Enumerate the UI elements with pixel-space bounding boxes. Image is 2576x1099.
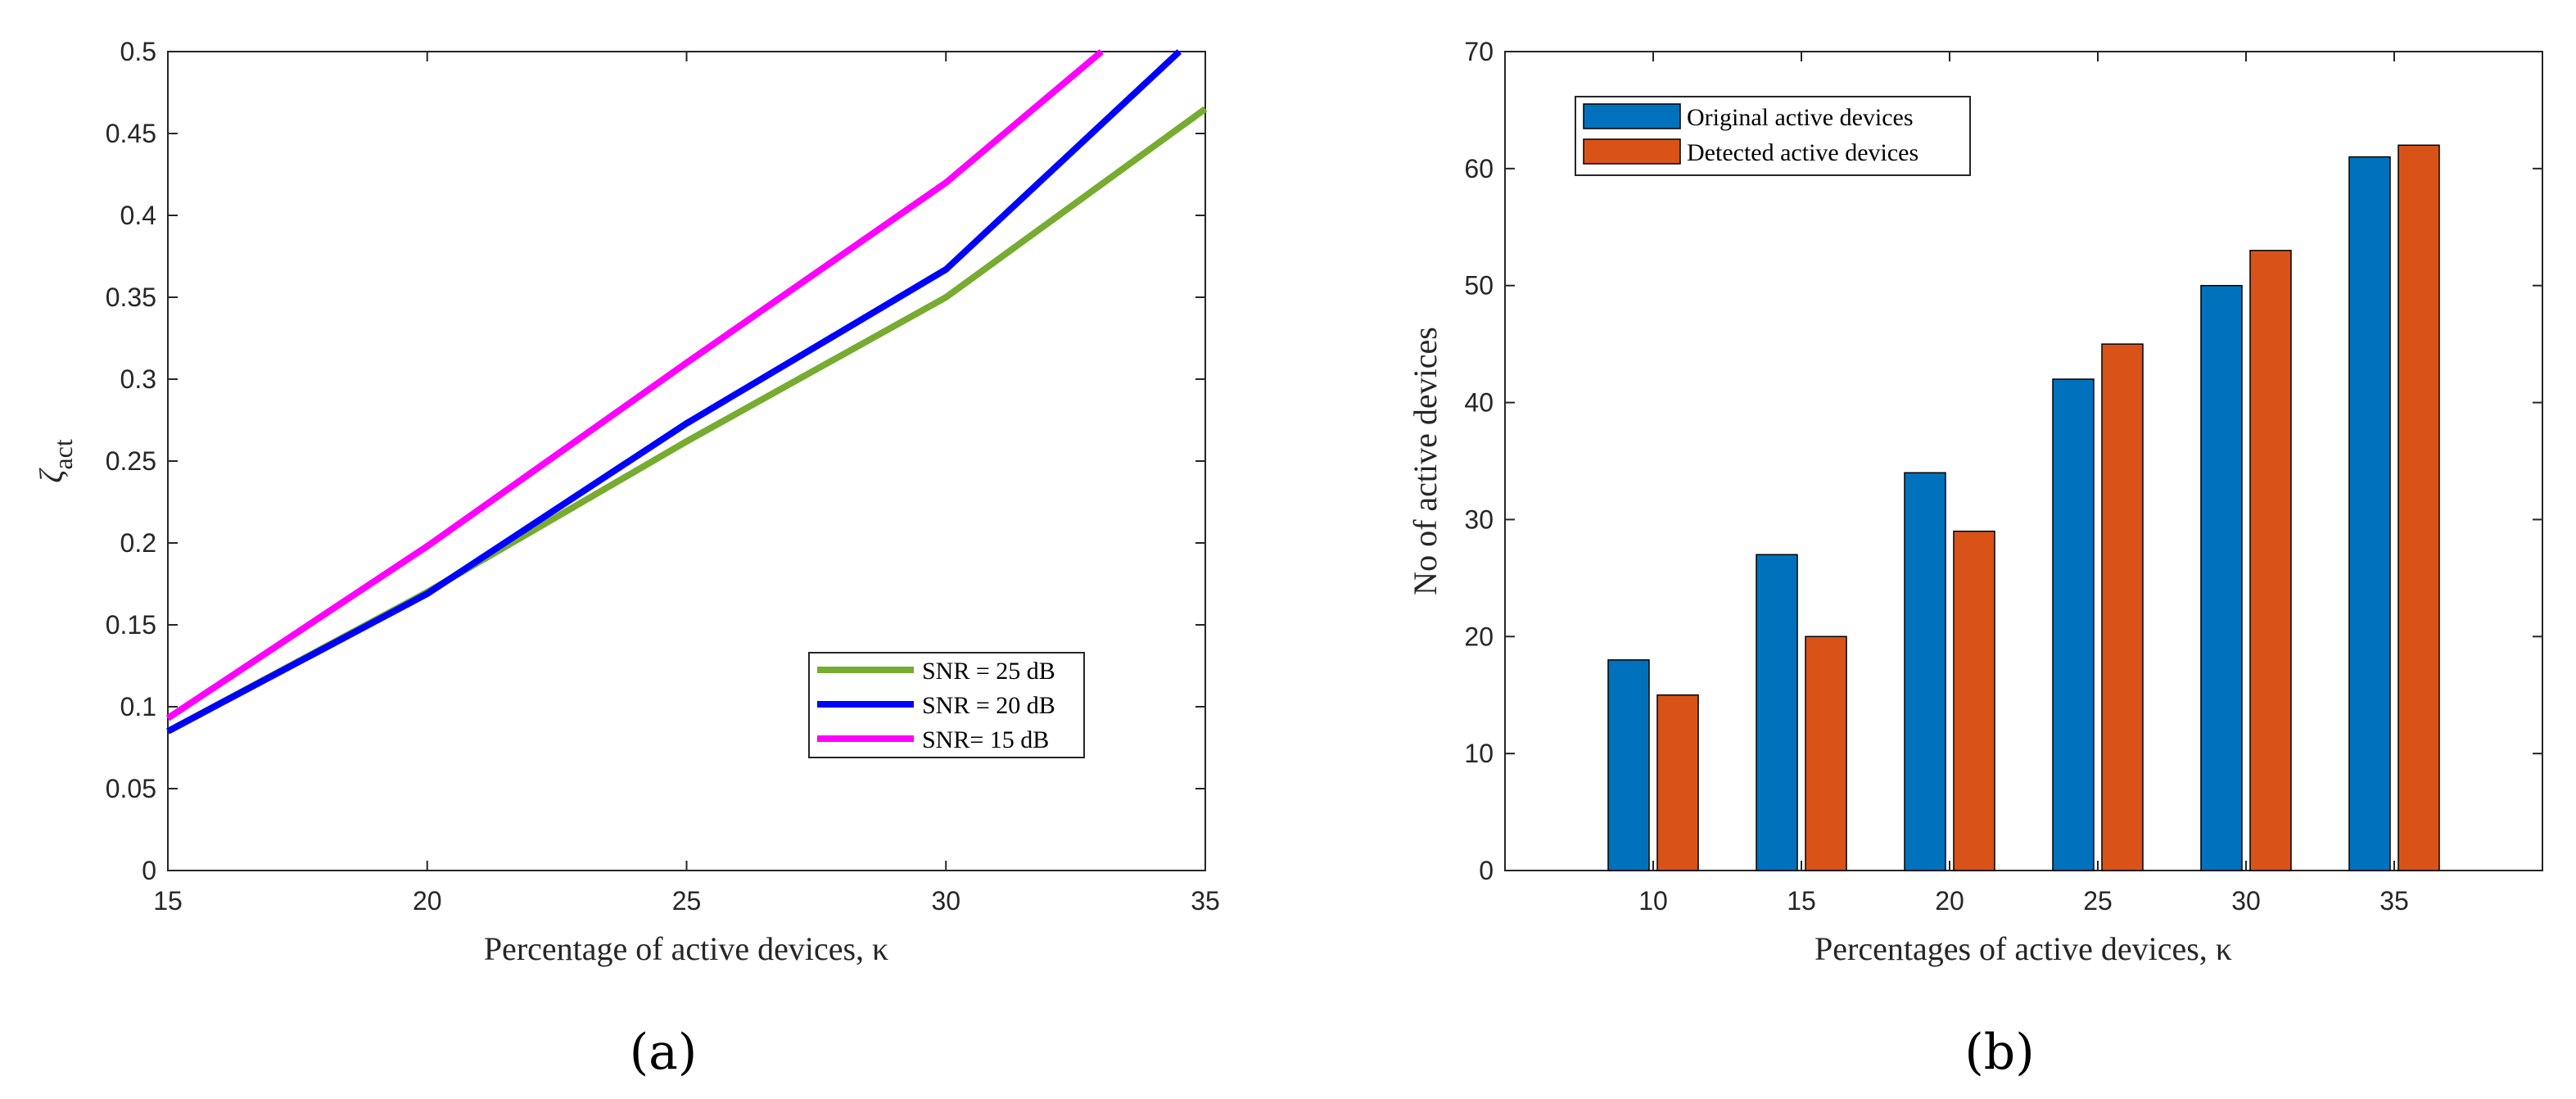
y-tick-label: 0.25 <box>106 446 156 476</box>
y-tick-label: 0.05 <box>106 774 156 803</box>
y-axis-label-b: No of active devices <box>1407 327 1444 595</box>
y-axis-label-main-a: ζ <box>33 468 70 483</box>
bar-original-15 <box>1756 554 1798 871</box>
bar-detected-25 <box>2101 343 2144 871</box>
line-chart-a: 0 0.05 0.1 0.15 0.2 0.25 0.3 0.35 0.4 0.45 0.5 15 2… <box>33 37 1220 967</box>
x-tick-label: 15 <box>153 886 183 916</box>
x-tick-label: 25 <box>672 886 702 916</box>
y-tick-label: 0.35 <box>106 283 156 312</box>
legend-label-snr20: SNR = 20 dB <box>922 692 1055 719</box>
series-lines-a <box>165 48 1208 735</box>
bar-original-10 <box>1607 659 1650 871</box>
y-tick-label: 30 <box>1464 504 1494 534</box>
legend-label-snr25: SNR = 25 dB <box>922 658 1055 685</box>
bar-original-20 <box>1904 472 1946 871</box>
x-tick-label: 35 <box>2379 886 2409 916</box>
bar-detected-35 <box>2397 144 2440 871</box>
x-tick-label: 10 <box>1638 886 1668 916</box>
y-axis-label-sub-a: act <box>48 439 78 469</box>
y-tick-label: 0 <box>142 856 156 885</box>
y-tick-label: 20 <box>1464 622 1494 651</box>
bar-detected-15 <box>1805 635 1847 871</box>
x-axis-label-a: Percentage of active devices, κ <box>484 930 888 967</box>
y-tick-label: 0.3 <box>120 364 156 394</box>
y-tick-label: 0 <box>1479 856 1494 885</box>
x-tick-label: 25 <box>2083 886 2113 916</box>
legend-a: SNR = 25 dB SNR = 20 dB SNR= 15 dB <box>808 652 1085 758</box>
panel-label-a: (a) <box>630 1024 698 1081</box>
bar-detected-30 <box>2249 250 2292 871</box>
bar-detected-20 <box>1953 530 1995 871</box>
x-tick-label: 35 <box>1191 886 1220 916</box>
y-tick-label: 70 <box>1464 37 1494 66</box>
x-axis-a: 15 20 25 30 35 <box>153 52 1220 916</box>
panel-label-b: (b) <box>1964 1024 2034 1081</box>
bar-original-35 <box>2348 156 2391 871</box>
legend-label-snr15: SNR= 15 dB <box>922 726 1049 753</box>
legend-swatch-detected <box>1583 138 1681 165</box>
y-axis-label-a: ζact <box>33 439 78 483</box>
x-tick-label: 20 <box>413 886 442 916</box>
x-tick-label: 20 <box>1935 886 1964 916</box>
y-tick-label: 0.4 <box>120 201 156 230</box>
y-tick-label: 0.45 <box>106 119 156 148</box>
legend-label-original: Original active devices <box>1687 104 1914 131</box>
series-line-snr-15-db <box>165 48 1104 721</box>
x-axis-label-b: Percentages of active devices, κ <box>1814 930 2232 967</box>
x-axis-b: 10 15 20 25 30 35 <box>1638 52 2409 916</box>
y-axis-a: 0 0.05 0.1 0.15 0.2 0.25 0.3 0.35 0.4 0.45 0.5 <box>106 37 1205 885</box>
bar-original-30 <box>2200 284 2243 871</box>
y-tick-label: 60 <box>1464 154 1494 183</box>
svg-text:ζact: ζact <box>33 439 78 483</box>
y-tick-label: 40 <box>1464 388 1494 418</box>
y-tick-label: 0.1 <box>120 692 156 721</box>
x-tick-label: 15 <box>1787 886 1816 916</box>
y-tick-label: 0.15 <box>106 610 156 640</box>
bar-chart-b: 0 10 20 30 40 50 60 70 10 15 20 25 30 35 Original ac… <box>1407 37 2543 967</box>
legend-b: Original active devices Detected active … <box>1575 96 1971 176</box>
y-tick-label: 10 <box>1464 739 1494 768</box>
x-tick-label: 30 <box>2231 886 2261 916</box>
bars-b <box>1607 144 2440 871</box>
bar-detected-10 <box>1656 694 1699 871</box>
series-line-snr-20-db <box>166 49 1182 735</box>
legend-swatch-original <box>1583 103 1681 129</box>
y-tick-label: 0.5 <box>120 37 156 66</box>
y-tick-label: 50 <box>1464 271 1494 301</box>
y-axis-b: 0 10 20 30 40 50 60 70 <box>1464 37 2542 885</box>
y-tick-label: 0.2 <box>120 528 156 558</box>
x-tick-label: 30 <box>931 886 960 916</box>
bar-original-25 <box>2052 378 2095 871</box>
legend-label-detected: Detected active devices <box>1687 139 1918 166</box>
